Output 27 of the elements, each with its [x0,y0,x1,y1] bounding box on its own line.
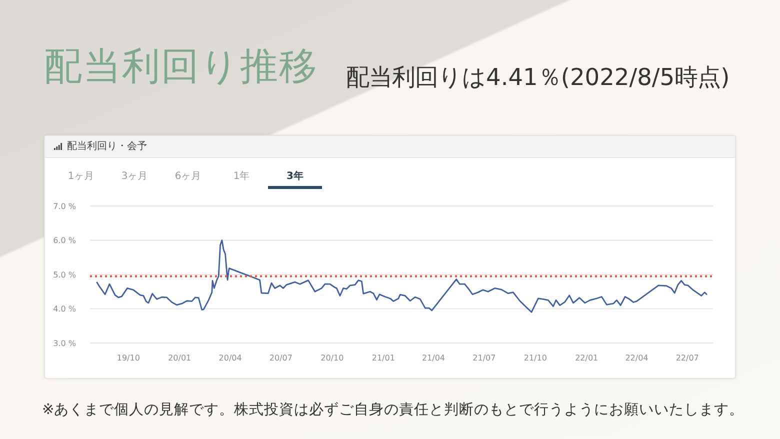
x-tick-label: 22/04 [625,354,648,363]
chart-title: 配当利回り推移 [44,43,318,90]
text: 3ヶ月 [120,170,149,183]
text: ※あくまで個人の見解です。株式投資は必ずご自身の責任と判断のもとで行うようにお願いいたします。 [42,400,744,420]
text: 配当利回り・会予 [67,140,147,153]
y-tick-label: 5.0 % [53,270,76,280]
line-series [96,240,708,313]
x-tick-label: 20/01 [168,354,192,363]
text: 1ヶ月 [66,170,96,183]
x-tick-label: 21/07 [472,354,496,363]
text: 6ヶ月 [174,170,202,183]
x-tick-label: 22/07 [676,354,699,363]
x-tick-label: 22/01 [575,354,598,363]
chart-subtitle: 配当利回りは4.41％(2022/8/5時点) [346,63,730,93]
x-tick-label: 20/10 [320,354,344,363]
x-tick-label: 20/07 [269,354,292,363]
y-tick-label: 7.0 % [53,202,76,211]
y-tick-label: 4.0 % [53,304,76,314]
x-tick-label: 21/01 [372,354,395,363]
y-tick-label: 6.0 % [53,236,76,246]
x-tick-label: 21/10 [524,354,547,363]
text: 3年 [286,170,304,183]
x-tick-label: 21/04 [422,354,446,363]
y-tick-label: 3.0 % [53,338,76,348]
x-tick-label: 20/04 [218,354,242,363]
text: 1年 [232,170,251,183]
x-tick-label: 19/10 [116,354,140,363]
